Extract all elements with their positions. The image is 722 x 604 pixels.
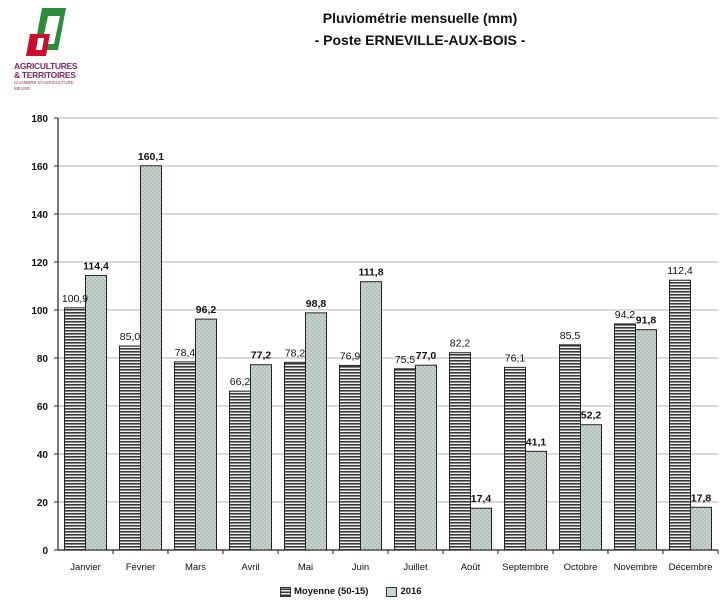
data-label-moyenne: 85,0 — [120, 331, 141, 343]
x-tick-label: Juin — [352, 562, 369, 573]
chart-legend: Moyenne (50-15) 2016 — [280, 586, 422, 597]
y-tick-label: 20 — [37, 498, 49, 509]
bar-moyenne — [669, 279, 691, 551]
bar-moyenne — [174, 361, 196, 551]
bar-moyenne — [504, 366, 526, 551]
data-label-2016: 17,4 — [471, 493, 492, 505]
legend-item-moyenne: Moyenne (50-15) — [280, 586, 368, 597]
legend-swatch-moyenne — [280, 586, 291, 597]
y-tick-label: 100 — [31, 306, 48, 317]
y-tick-label: 180 — [31, 114, 48, 125]
data-label-2016: 17,8 — [691, 492, 712, 504]
bar-moyenne — [339, 364, 361, 551]
y-tick-label: 160 — [31, 162, 48, 173]
data-label-moyenne: 78,2 — [285, 347, 306, 359]
bar-2016 — [470, 507, 492, 551]
data-label-moyenne: 82,2 — [450, 338, 471, 350]
y-tick-label: 120 — [31, 258, 48, 269]
data-label-2016: 91,8 — [636, 315, 657, 327]
data-label-moyenne: 85,5 — [560, 330, 581, 342]
bar-2016 — [360, 281, 382, 551]
bar-2016 — [415, 364, 437, 551]
logo-line1: AGRICULTURES — [14, 61, 78, 71]
data-label-moyenne: 66,2 — [230, 376, 251, 388]
bar-moyenne — [394, 368, 416, 551]
y-tick-label: 40 — [37, 450, 49, 461]
logo-emblem-icon — [26, 8, 66, 56]
data-label-moyenne: 112,4 — [667, 265, 693, 277]
logo-line3: CHAMBRE D'AGRICULTURE MEUSE — [14, 80, 74, 91]
x-tick-label: Août — [461, 562, 481, 573]
data-label-2016: 52,2 — [581, 410, 602, 422]
y-tick-label: 80 — [37, 354, 49, 365]
bar-2016 — [690, 506, 712, 551]
x-tick-label: Mars — [185, 562, 206, 573]
legend-swatch-2016 — [386, 586, 398, 597]
data-label-2016: 77,2 — [251, 350, 272, 362]
chart-title: Pluviométrie mensuelle (mm) — [322, 10, 518, 26]
x-tick-label: Février — [126, 562, 156, 573]
x-tick-label: Juillet — [403, 562, 428, 573]
bar-2016 — [635, 329, 657, 551]
data-label-2016: 41,1 — [526, 436, 547, 448]
x-tick-label: Avril — [241, 562, 259, 573]
x-tick-label: Janvier — [70, 562, 101, 573]
legend-label-2016: 2016 — [400, 586, 422, 597]
chart-subtitle: - Poste ERNEVILLE-AUX-BOIS - — [314, 32, 526, 48]
data-label-moyenne: 78,4 — [175, 347, 196, 359]
legend-item-2016: 2016 — [386, 586, 422, 597]
bar-moyenne — [64, 307, 86, 551]
data-label-2016: 96,2 — [196, 304, 217, 316]
bar-moyenne — [559, 344, 581, 551]
data-label-moyenne: 100,9 — [62, 293, 88, 305]
bar-2016 — [195, 318, 217, 551]
x-tick-label: Décembre — [669, 562, 713, 573]
bar-moyenne — [284, 361, 306, 551]
chambre-agriculture-logo: AGRICULTURES & TERRITOIRES CHAMBRE D'AGR… — [14, 4, 78, 100]
data-label-moyenne: 76,9 — [340, 350, 361, 362]
bar-2016 — [580, 424, 602, 551]
bar-2016 — [85, 274, 107, 551]
bar-moyenne — [119, 345, 141, 551]
y-tick-label: 60 — [37, 402, 49, 413]
logo-line2: & TERRITOIRES — [14, 70, 76, 80]
bar-2016 — [140, 165, 162, 551]
y-tick-label: 0 — [42, 546, 48, 557]
bar-moyenne — [229, 390, 251, 551]
data-label-moyenne: 75,5 — [395, 354, 416, 366]
data-label-2016: 160,1 — [138, 151, 164, 163]
x-tick-label: Novembre — [614, 562, 658, 573]
data-label-2016: 114,4 — [83, 260, 109, 272]
x-tick-label: Mai — [298, 562, 313, 573]
bar-2016 — [250, 364, 272, 551]
data-label-moyenne: 94,2 — [615, 309, 636, 321]
y-tick-label: 140 — [31, 210, 48, 221]
bar-moyenne — [449, 352, 471, 551]
x-tick-label: Septembre — [502, 562, 548, 573]
data-label-2016: 98,8 — [306, 298, 327, 310]
data-label-moyenne: 76,1 — [505, 352, 526, 364]
data-label-2016: 111,8 — [358, 267, 383, 279]
bar-2016 — [525, 450, 547, 551]
data-label-2016: 77,0 — [416, 350, 437, 362]
legend-label-moyenne: Moyenne (50-15) — [294, 586, 369, 597]
bar-moyenne — [614, 323, 636, 551]
bar-2016 — [305, 312, 327, 551]
x-tick-label: Octobre — [564, 562, 598, 573]
